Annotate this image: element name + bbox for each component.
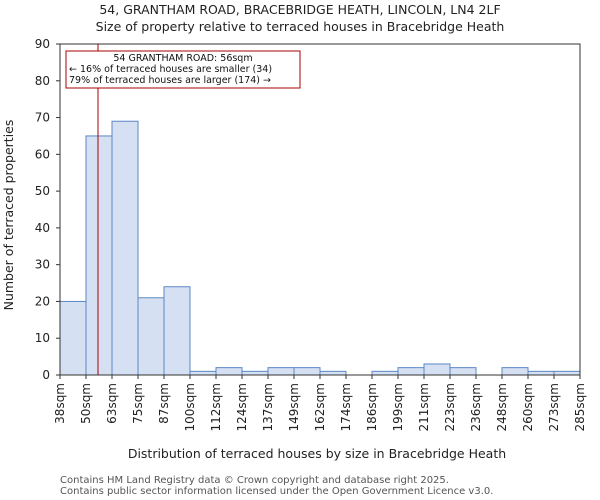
bar-211sqm	[423, 363, 451, 376]
x-axis-label: Distribution of terraced houses by size …	[128, 446, 506, 461]
x-tick-label: 211sqm	[417, 383, 431, 431]
y-tick-label: 10	[35, 331, 50, 345]
y-tick-label: 30	[35, 258, 50, 272]
bar-186sqm	[371, 370, 399, 376]
bar-149sqm	[293, 367, 321, 376]
y-axis-label: Number of terraced properties	[1, 120, 16, 311]
bar-273sqm	[553, 370, 581, 376]
x-tick-label: 100sqm	[183, 383, 197, 431]
bar-248sqm	[501, 367, 529, 376]
x-tick-label: 199sqm	[391, 383, 405, 431]
y-tick-label: 90	[35, 37, 50, 51]
annotation-line-3: 79% of terraced houses are larger (174) …	[69, 75, 271, 86]
bar-199sqm	[397, 367, 425, 376]
chart-subtitle: Size of property relative to terraced ho…	[96, 19, 505, 34]
bar-124sqm	[241, 370, 269, 376]
marker-annotation: 54 GRANTHAM ROAD: 56sqm ← 16% of terrace…	[65, 50, 301, 89]
x-axis-ticks: 38sqm 50sqm 63sqm 75sqm 87sqm 100sqm 112sqm 124…	[53, 375, 587, 431]
x-tick-label: 75sqm	[131, 383, 145, 424]
x-tick-label: 285sqm	[573, 383, 587, 431]
x-tick-label: 38sqm	[53, 383, 67, 424]
x-tick-label: 50sqm	[79, 383, 93, 424]
x-tick-label: 248sqm	[495, 383, 509, 431]
chart-title: 54, GRANTHAM ROAD, BRACEBRIDGE HEATH, LI…	[99, 2, 500, 17]
x-tick-label: 112sqm	[209, 383, 223, 431]
bar-162sqm	[319, 370, 347, 376]
annotation-line-1: 54 GRANTHAM ROAD: 56sqm	[113, 53, 252, 64]
footer-line-2: Contains public sector information licen…	[60, 486, 493, 497]
x-tick-label: 63sqm	[105, 383, 119, 424]
x-tick-label: 260sqm	[521, 383, 535, 431]
bar-223sqm	[449, 367, 477, 376]
bar-63sqm	[111, 120, 139, 376]
y-tick-label: 20	[35, 294, 50, 308]
bar-260sqm	[527, 370, 555, 376]
bar-87sqm	[163, 286, 191, 376]
x-tick-label: 236sqm	[469, 383, 483, 431]
bar-137sqm	[267, 367, 295, 376]
x-tick-label: 186sqm	[365, 383, 379, 431]
bar-112sqm	[215, 367, 243, 376]
x-tick-label: 137sqm	[261, 383, 275, 431]
y-tick-label: 60	[35, 147, 50, 161]
annotation-box	[65, 50, 301, 89]
y-tick-label: 80	[35, 74, 50, 88]
x-tick-label: 162sqm	[313, 383, 327, 431]
x-tick-label: 223sqm	[443, 383, 457, 431]
x-tick-label: 87sqm	[157, 383, 171, 424]
bar-38sqm	[59, 300, 87, 376]
y-tick-label: 40	[35, 221, 50, 235]
annotation-line-2: ← 16% of terraced houses are smaller (34…	[69, 64, 272, 75]
x-tick-label: 124sqm	[235, 383, 249, 431]
footer-line-1: Contains HM Land Registry data © Crown c…	[60, 475, 449, 486]
x-tick-label: 174sqm	[339, 383, 353, 431]
x-tick-label: 149sqm	[287, 383, 301, 431]
bar-100sqm	[189, 370, 217, 376]
y-tick-label: 50	[35, 184, 50, 198]
y-tick-label: 70	[35, 111, 50, 125]
y-tick-label: 0	[42, 368, 50, 382]
y-axis-ticks: 0 10 20 30 40 50 60 70 80 90	[35, 37, 60, 382]
x-tick-label: 273sqm	[547, 383, 561, 431]
bars-group	[59, 120, 581, 376]
bar-75sqm	[137, 297, 165, 376]
bar-50sqm	[85, 135, 113, 376]
